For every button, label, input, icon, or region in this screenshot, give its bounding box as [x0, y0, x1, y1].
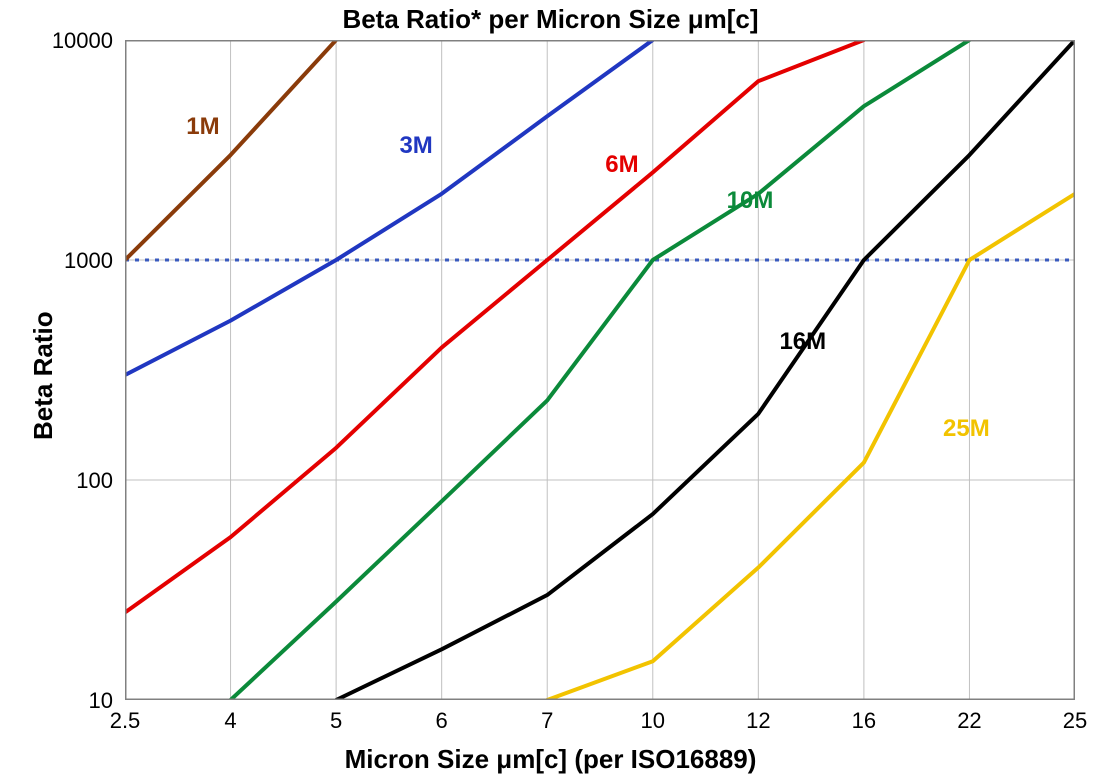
series-label-25M: 25M: [943, 415, 990, 443]
x-tick-label: 5: [306, 708, 366, 734]
chart-title: Beta Ratio* per Micron Size μm[c]: [0, 4, 1101, 35]
plot-area: [125, 40, 1075, 700]
y-tick-label: 1000: [0, 248, 113, 274]
series-label-10M: 10M: [727, 187, 774, 215]
y-axis-label: Beta Ratio: [28, 311, 59, 440]
x-tick-label: 2.5: [95, 708, 155, 734]
y-tick-label: 10000: [0, 28, 113, 54]
x-tick-label: 7: [517, 708, 577, 734]
x-tick-label: 6: [412, 708, 472, 734]
series-label-16M: 16M: [779, 328, 826, 356]
plot-svg: [125, 40, 1075, 700]
x-tick-label: 4: [201, 708, 261, 734]
x-tick-label: 10: [623, 708, 683, 734]
x-axis-label: Micron Size μm[c] (per ISO16889): [0, 744, 1101, 775]
x-tick-label: 22: [939, 708, 999, 734]
series-label-3M: 3M: [399, 132, 432, 160]
series-label-1M: 1M: [186, 113, 219, 141]
y-tick-label: 100: [0, 468, 113, 494]
chart-container: Beta Ratio* per Micron Size μm[c] Beta R…: [0, 0, 1101, 777]
x-tick-label: 25: [1045, 708, 1101, 734]
x-tick-label: 16: [834, 708, 894, 734]
x-tick-label: 12: [728, 708, 788, 734]
series-label-6M: 6M: [605, 151, 638, 179]
